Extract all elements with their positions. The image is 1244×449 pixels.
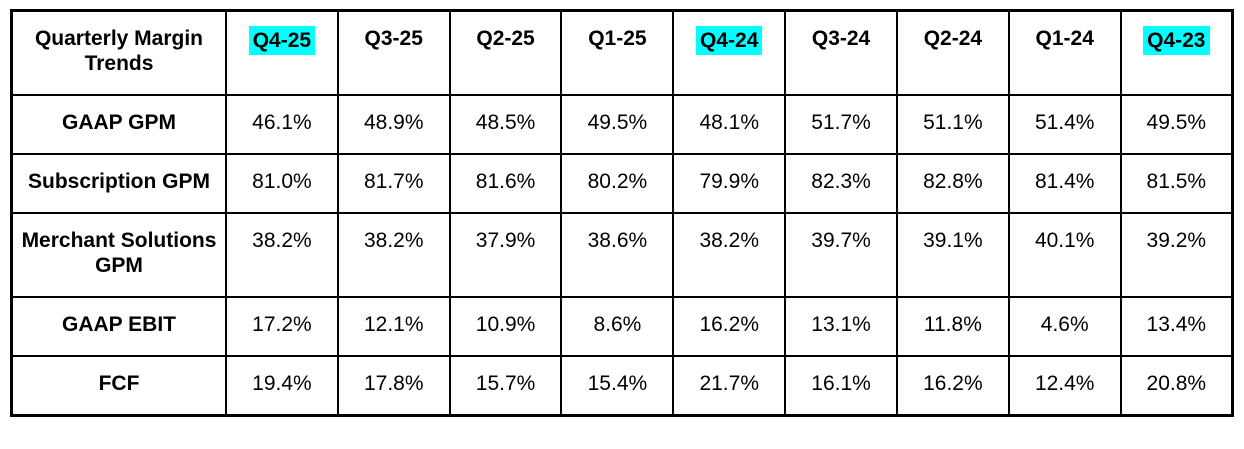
- value-cell: 38.6%: [560, 212, 675, 298]
- table-header: Quarterly Margin Trends Q4-25 Q3-25 Q2-25 Q…: [10, 9, 1234, 96]
- row-label: FCF: [10, 355, 227, 417]
- value-cell: 21.7%: [672, 355, 787, 417]
- value-cell: 51.4%: [1007, 94, 1122, 155]
- value-cell: 82.8%: [895, 153, 1010, 214]
- column-header-q4-23: Q4-23: [1119, 9, 1234, 96]
- table-row: FCF 19.4% 17.8% 15.7% 15.4% 21.7% 16.1% 16.2% 12…: [10, 355, 1234, 417]
- row-label: GAAP GPM: [10, 94, 227, 155]
- value-cell: 38.2%: [336, 212, 451, 298]
- value-cell: 19.4%: [225, 355, 339, 417]
- value-cell: 39.1%: [895, 212, 1010, 298]
- value-cell: 48.5%: [448, 94, 563, 155]
- value-cell: 20.8%: [1119, 355, 1234, 417]
- header-row: Quarterly Margin Trends Q4-25 Q3-25 Q2-25 Q…: [10, 9, 1234, 96]
- value-cell: 81.0%: [225, 153, 339, 214]
- value-cell: 80.2%: [560, 153, 675, 214]
- value-cell: 46.1%: [225, 94, 339, 155]
- table-row: Subscription GPM 81.0% 81.7% 81.6% 80.2% 79.9…: [10, 153, 1234, 214]
- value-cell: 48.9%: [336, 94, 451, 155]
- column-header-q4-24: Q4-24: [672, 9, 787, 96]
- value-cell: 4.6%: [1007, 296, 1122, 357]
- row-label: Subscription GPM: [10, 153, 227, 214]
- value-cell: 16.2%: [672, 296, 787, 357]
- value-cell: 48.1%: [672, 94, 787, 155]
- value-cell: 8.6%: [560, 296, 675, 357]
- value-cell: 12.4%: [1007, 355, 1122, 417]
- value-cell: 81.6%: [448, 153, 563, 214]
- value-cell: 13.1%: [784, 296, 898, 357]
- column-header-q2-25: Q2-25: [448, 9, 563, 96]
- column-header-q3-25: Q3-25: [336, 9, 451, 96]
- value-cell: 12.1%: [336, 296, 451, 357]
- value-cell: 39.7%: [784, 212, 898, 298]
- value-cell: 81.4%: [1007, 153, 1122, 214]
- column-header-q2-24: Q2-24: [895, 9, 1010, 96]
- value-cell: 17.8%: [336, 355, 451, 417]
- value-cell: 10.9%: [448, 296, 563, 357]
- table-row: GAAP GPM 46.1% 48.9% 48.5% 49.5% 48.1% 51.7% 51…: [10, 94, 1234, 155]
- column-header-q1-25: Q1-25: [560, 9, 675, 96]
- table-row: GAAP EBIT 17.2% 12.1% 10.9% 8.6% 16.2% 13.1% 11…: [10, 296, 1234, 357]
- value-cell: 15.4%: [560, 355, 675, 417]
- value-cell: 11.8%: [895, 296, 1010, 357]
- page: Quarterly Margin Trends Q4-25 Q3-25 Q2-25 Q…: [10, 9, 1234, 417]
- value-cell: 49.5%: [560, 94, 675, 155]
- value-cell: 15.7%: [448, 355, 563, 417]
- highlighted-quarter-label: Q4-23: [1143, 26, 1210, 55]
- column-header-q4-25: Q4-25: [225, 9, 339, 96]
- table-body: GAAP GPM 46.1% 48.9% 48.5% 49.5% 48.1% 51.7% 51…: [10, 94, 1234, 417]
- value-cell: 51.7%: [784, 94, 898, 155]
- row-label: Merchant Solutions GPM: [10, 212, 227, 298]
- value-cell: 16.1%: [784, 355, 898, 417]
- value-cell: 81.5%: [1119, 153, 1234, 214]
- row-label: GAAP EBIT: [10, 296, 227, 357]
- value-cell: 79.9%: [672, 153, 787, 214]
- value-cell: 38.2%: [225, 212, 339, 298]
- highlighted-quarter-label: Q4-24: [696, 26, 763, 55]
- highlighted-quarter-label: Q4-25: [248, 26, 316, 55]
- table-title-cell: Quarterly Margin Trends: [10, 9, 227, 96]
- value-cell: 51.1%: [895, 94, 1010, 155]
- value-cell: 17.2%: [225, 296, 339, 357]
- value-cell: 37.9%: [448, 212, 563, 298]
- column-header-q1-24: Q1-24: [1007, 9, 1122, 96]
- value-cell: 38.2%: [672, 212, 787, 298]
- value-cell: 81.7%: [336, 153, 451, 214]
- column-header-q3-24: Q3-24: [784, 9, 898, 96]
- value-cell: 40.1%: [1007, 212, 1122, 298]
- value-cell: 39.2%: [1119, 212, 1234, 298]
- quarterly-margin-trends-table: Quarterly Margin Trends Q4-25 Q3-25 Q2-25 Q…: [10, 9, 1234, 417]
- value-cell: 16.2%: [895, 355, 1010, 417]
- table-row: Merchant Solutions GPM 38.2% 38.2% 37.9% 38.…: [10, 212, 1234, 298]
- value-cell: 82.3%: [784, 153, 898, 214]
- value-cell: 49.5%: [1119, 94, 1234, 155]
- value-cell: 13.4%: [1119, 296, 1234, 357]
